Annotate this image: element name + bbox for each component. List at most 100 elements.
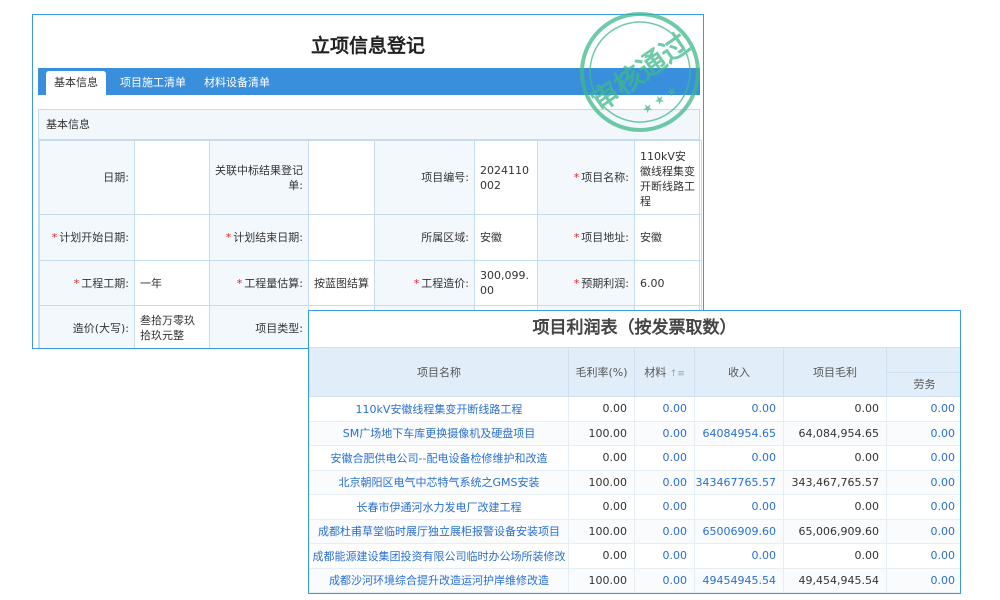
table-row: 长春市伊通河水力发电厂改建工程 0.00 0.00 0.00 0.00 0.00 xyxy=(309,494,960,520)
labor-value: 0.00 xyxy=(886,543,960,569)
gross-margin-rate: 0.00 xyxy=(568,543,635,569)
project-name-link[interactable]: 北京朝阳区电气中芯特气系统之GMS安装 xyxy=(309,469,569,495)
cost-label: * 工程造价: xyxy=(374,260,475,306)
material-value: 0.00 xyxy=(634,396,695,422)
income-value: 64084954.65 xyxy=(694,420,784,446)
gross-profit-value: 0.00 xyxy=(783,445,887,471)
table-row: 110kV安徽线程集变开断线路工程 0.00 0.00 0.00 0.00 0.00 xyxy=(309,396,960,422)
table-row: 安徽合肥供电公司--配电设备检修维护和改造 0.00 0.00 0.00 0.00 0.0… xyxy=(309,445,960,471)
period-value: 一年 xyxy=(134,260,210,306)
income-value: 343467765.57 xyxy=(694,469,784,495)
labor-value: 0.00 xyxy=(886,396,960,422)
region-label: 所属区域: xyxy=(374,214,475,261)
tab-construction-list[interactable]: 项目施工清单 xyxy=(120,76,186,89)
labor-value: 0.00 xyxy=(886,567,960,593)
profit-label: * 预期利润: xyxy=(537,260,635,306)
gross-margin-rate: 0.00 xyxy=(568,445,635,471)
project-name-link[interactable]: 安徽合肥供电公司--配电设备检修维护和改造 xyxy=(309,445,569,471)
gross-profit-value: 0.00 xyxy=(783,494,887,520)
gross-profit-value: 343,467,765.57 xyxy=(783,469,887,495)
gross-margin-rate: 0.00 xyxy=(568,494,635,520)
income-value: 0.00 xyxy=(694,445,784,471)
col-labor: 劳务 xyxy=(886,371,960,397)
cost-value: 300,099.00 xyxy=(474,260,538,306)
approved-stamp: 审核通过 ★ ★ ★ xyxy=(580,12,700,132)
bid-result-label: 关联中标结果登记单: xyxy=(209,140,309,215)
date-label: 日期: xyxy=(39,140,135,215)
col-project-gross-profit: 项目毛利 xyxy=(783,347,887,397)
material-value: 0.00 xyxy=(634,445,695,471)
col-project-name: 项目名称 xyxy=(309,347,569,397)
table-row: 成都能源建设集团投资有限公司临时办公场所装修改 0.00 0.00 0.00 0.00 0… xyxy=(309,543,960,569)
labor-value: 0.00 xyxy=(886,469,960,495)
gross-margin-rate: 100.00 xyxy=(568,567,635,593)
sort-icon[interactable]: ↑≡ xyxy=(669,369,685,379)
col-material[interactable]: 材料 ↑≡ xyxy=(634,347,695,397)
project-code-value: 2024110002 xyxy=(474,140,538,215)
section-title: 基本信息 xyxy=(39,110,699,140)
profit-table-window: 项目利润表（按发票取数） 项目名称 毛利率(%) 材料 ↑≡ 收入 项目毛利 劳… xyxy=(308,310,961,594)
income-value: 49454945.54 xyxy=(694,567,784,593)
tab-bar: 基本信息 项目施工清单 材料设备清单 xyxy=(38,68,700,95)
col-income: 收入 xyxy=(694,347,784,397)
tab-basic-info[interactable]: 基本信息 xyxy=(46,71,106,95)
gross-margin-rate: 0.00 xyxy=(568,396,635,422)
gross-margin-rate: 100.00 xyxy=(568,518,635,544)
income-value: 0.00 xyxy=(694,396,784,422)
income-value: 0.00 xyxy=(694,543,784,569)
project-name-link[interactable]: 成都沙河环境综合提升改造运河护岸维修改造 xyxy=(309,567,569,593)
period-label: * 工程工期: xyxy=(39,260,135,306)
gross-margin-rate: 100.00 xyxy=(568,420,635,446)
end-date-field[interactable] xyxy=(308,214,375,261)
estimate-label: * 工程量估算: xyxy=(209,260,309,306)
profit-value: 6.00 xyxy=(634,260,702,306)
gross-profit-value: 64,084,954.65 xyxy=(783,420,887,446)
material-value: 0.00 xyxy=(634,494,695,520)
project-name-value: 110kV安徽线程集变开断线路工程 xyxy=(634,140,702,215)
project-name-label: * 项目名称: xyxy=(537,140,635,215)
gross-margin-rate: 100.00 xyxy=(568,469,635,495)
project-name-link[interactable]: SM广场地下车库更换摄像机及硬盘项目 xyxy=(309,420,569,446)
cost-uppercase-label: 造价(大写): xyxy=(39,305,135,348)
page-title: 立项信息登记 xyxy=(310,35,425,57)
income-value: 65006909.60 xyxy=(694,518,784,544)
estimate-value: 按蓝图结算 xyxy=(308,260,375,306)
table-row: SM广场地下车库更换摄像机及硬盘项目 100.00 0.00 64084954.65 6… xyxy=(309,420,960,446)
labor-value: 0.00 xyxy=(886,518,960,544)
income-value: 0.00 xyxy=(694,494,784,520)
address-value: 安徽 xyxy=(634,214,702,261)
table-row: 成都沙河环境综合提升改造运河护岸维修改造 100.00 0.00 49454945.5… xyxy=(309,567,960,593)
region-value: 安徽 xyxy=(474,214,538,261)
profit-table-title: 项目利润表（按发票取数） xyxy=(532,318,737,338)
labor-value: 0.00 xyxy=(886,494,960,520)
date-field[interactable] xyxy=(134,140,210,215)
project-type-label: 项目类型: xyxy=(209,305,309,348)
col-gross-margin-rate: 毛利率(%) xyxy=(568,347,635,397)
material-value: 0.00 xyxy=(634,567,695,593)
gross-profit-value: 0.00 xyxy=(783,543,887,569)
labor-value: 0.00 xyxy=(886,445,960,471)
end-date-label: * 计划结束日期: xyxy=(209,214,309,261)
cost-uppercase-value: 叁拾万零玖拾玖元整 xyxy=(134,305,210,348)
profit-table: 项目名称 毛利率(%) 材料 ↑≡ 收入 项目毛利 劳务 110kV安徽线程集变… xyxy=(309,347,960,593)
labor-value: 0.00 xyxy=(886,420,960,446)
material-value: 0.00 xyxy=(634,543,695,569)
address-label: * 项目地址: xyxy=(537,214,635,261)
material-value: 0.00 xyxy=(634,469,695,495)
project-code-label: 项目编号: xyxy=(374,140,475,215)
table-row: 北京朝阳区电气中芯特气系统之GMS安装 100.00 0.00 343467765.5… xyxy=(309,469,960,495)
material-value: 0.00 xyxy=(634,518,695,544)
project-name-link[interactable]: 成都杜甫草堂临时展厅独立展柜报警设备安装项目 xyxy=(309,518,569,544)
bid-result-field[interactable] xyxy=(308,140,375,215)
project-name-link[interactable]: 110kV安徽线程集变开断线路工程 xyxy=(309,396,569,422)
table-row: 成都杜甫草堂临时展厅独立展柜报警设备安装项目 100.00 0.00 65006909… xyxy=(309,518,960,544)
gross-profit-value: 65,006,909.60 xyxy=(783,518,887,544)
start-date-field[interactable] xyxy=(134,214,210,261)
gross-profit-value: 0.00 xyxy=(783,396,887,422)
gross-profit-value: 49,454,945.54 xyxy=(783,567,887,593)
project-name-link[interactable]: 长春市伊通河水力发电厂改建工程 xyxy=(309,494,569,520)
material-value: 0.00 xyxy=(634,420,695,446)
project-name-link[interactable]: 成都能源建设集团投资有限公司临时办公场所装修改 xyxy=(309,543,569,569)
tab-material-list[interactable]: 材料设备清单 xyxy=(204,76,270,89)
start-date-label: * 计划开始日期: xyxy=(39,214,135,261)
